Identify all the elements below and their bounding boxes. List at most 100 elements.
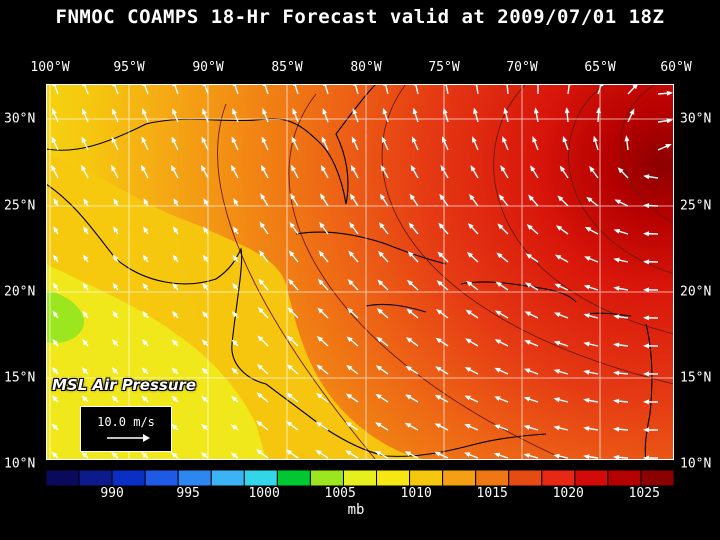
lat-label: 10°N (680, 456, 712, 472)
wind-vector-head (583, 284, 591, 290)
wind-vector-head (493, 424, 501, 430)
wind-vector-head (290, 164, 296, 172)
lon-label: 75°W (428, 60, 460, 75)
coastlines (46, 84, 653, 460)
wind-vector-head (201, 367, 208, 374)
wind-vector-head (643, 203, 650, 209)
wind-vector-head (316, 335, 323, 342)
wind-vector-head (82, 254, 89, 261)
wind-vector-head (553, 425, 560, 431)
wind-vector-head (348, 250, 355, 257)
wind-vector-head (112, 339, 118, 346)
wind-vector-head (292, 108, 298, 115)
wind-vector-head (435, 309, 443, 315)
wind-vector-head (112, 310, 118, 318)
wind-vector-head (593, 135, 598, 143)
map-frame (46, 84, 674, 460)
wind-vector-head (589, 165, 595, 173)
wind-vector-head (262, 108, 268, 115)
wind-vector-head (141, 395, 148, 402)
wind-vector-head (260, 164, 266, 172)
lat-label: 25°N (4, 198, 36, 214)
wind-vector-head (285, 449, 293, 455)
wind-vector-head (557, 195, 564, 202)
lat-label: 10°N (4, 456, 36, 472)
wind-vector-head (524, 340, 531, 345)
wind-vector-head (377, 279, 384, 286)
lon-label: 95°W (113, 60, 145, 75)
wind-vector-head (345, 450, 352, 456)
wind-vector-head (470, 165, 476, 172)
wind-vector-head (524, 311, 532, 317)
colorbar-tick-label: 1020 (552, 486, 584, 501)
wind-vector-head (523, 396, 531, 402)
wind-vector-head (258, 250, 265, 257)
wind-vector-head (320, 164, 326, 172)
wind-vector-head (111, 164, 117, 172)
wind-vector-head (583, 341, 590, 347)
wind-vector-head (111, 451, 118, 458)
wind-vector-head (322, 107, 328, 115)
wind-vector-head (494, 367, 501, 373)
wind-vector-head (405, 337, 413, 343)
wind-vector-head (231, 311, 238, 318)
pressure-map (46, 84, 674, 460)
wind-vector-head (51, 136, 57, 143)
wind-vector-head (111, 367, 118, 374)
wind-vector-head (81, 451, 88, 458)
wind-vector-head (352, 107, 358, 115)
colorbar-tick-label: 1010 (400, 486, 432, 501)
wind-vector-head (143, 226, 149, 233)
wind-vector-head (503, 107, 509, 114)
wind-vector-head (141, 367, 148, 374)
wind-vector-head (320, 193, 326, 200)
wind-vector-head (375, 393, 382, 400)
wind-vector (354, 84, 359, 95)
wind-vector-head (232, 226, 239, 233)
colorbar-swatch (607, 470, 642, 486)
wind-vector-head (52, 310, 59, 318)
lon-label: 80°W (350, 60, 382, 75)
colorbar-swatch (144, 470, 179, 486)
wind-vector-head (289, 221, 295, 229)
wind-vector-head (113, 198, 119, 205)
wind-vector-head (437, 251, 444, 258)
wind-vector (83, 84, 89, 95)
wind-vector-head (345, 421, 352, 428)
colorbar-swatch (276, 470, 311, 486)
lat-label: 20°N (4, 284, 36, 300)
colorbar-swatch (541, 470, 576, 486)
scale-arrow-icon (107, 434, 150, 442)
colorbar-tick-label: 1015 (476, 486, 508, 501)
wind-vector-head (643, 371, 650, 377)
wind-vector (324, 84, 329, 95)
wind-vector-head (553, 369, 561, 374)
colorbar-swatch (78, 470, 113, 486)
wind-vector-head (617, 167, 624, 174)
wind-vector-head (435, 366, 442, 372)
wind-vector-head (528, 194, 534, 201)
wind-vector-head (231, 395, 238, 402)
wind-vector-head (51, 367, 58, 374)
wind-vector-head (464, 395, 471, 401)
wind-vector-head (523, 368, 531, 374)
lon-label: 70°W (506, 60, 538, 75)
wind-vector (567, 84, 570, 95)
wind-vector-head (408, 222, 415, 229)
wind-vector-head (349, 193, 356, 200)
wind-vector (445, 84, 449, 95)
wind-vector-head (498, 194, 505, 201)
wind-vector-head (493, 452, 501, 458)
wind-vector-head (376, 336, 383, 343)
wind-vector-head (583, 454, 590, 460)
wind-vector-head (51, 164, 57, 172)
wind-vector-head (202, 282, 208, 290)
wind-vector-head (172, 311, 178, 318)
colorbar-swatch (243, 470, 278, 486)
wind-vector-head (495, 281, 502, 288)
colorbar-swatch (508, 470, 543, 486)
wind-vector-head (82, 108, 87, 115)
wind-vector-head (643, 287, 650, 293)
wind-vector-head (643, 315, 650, 321)
wind-vector-head (469, 193, 475, 201)
